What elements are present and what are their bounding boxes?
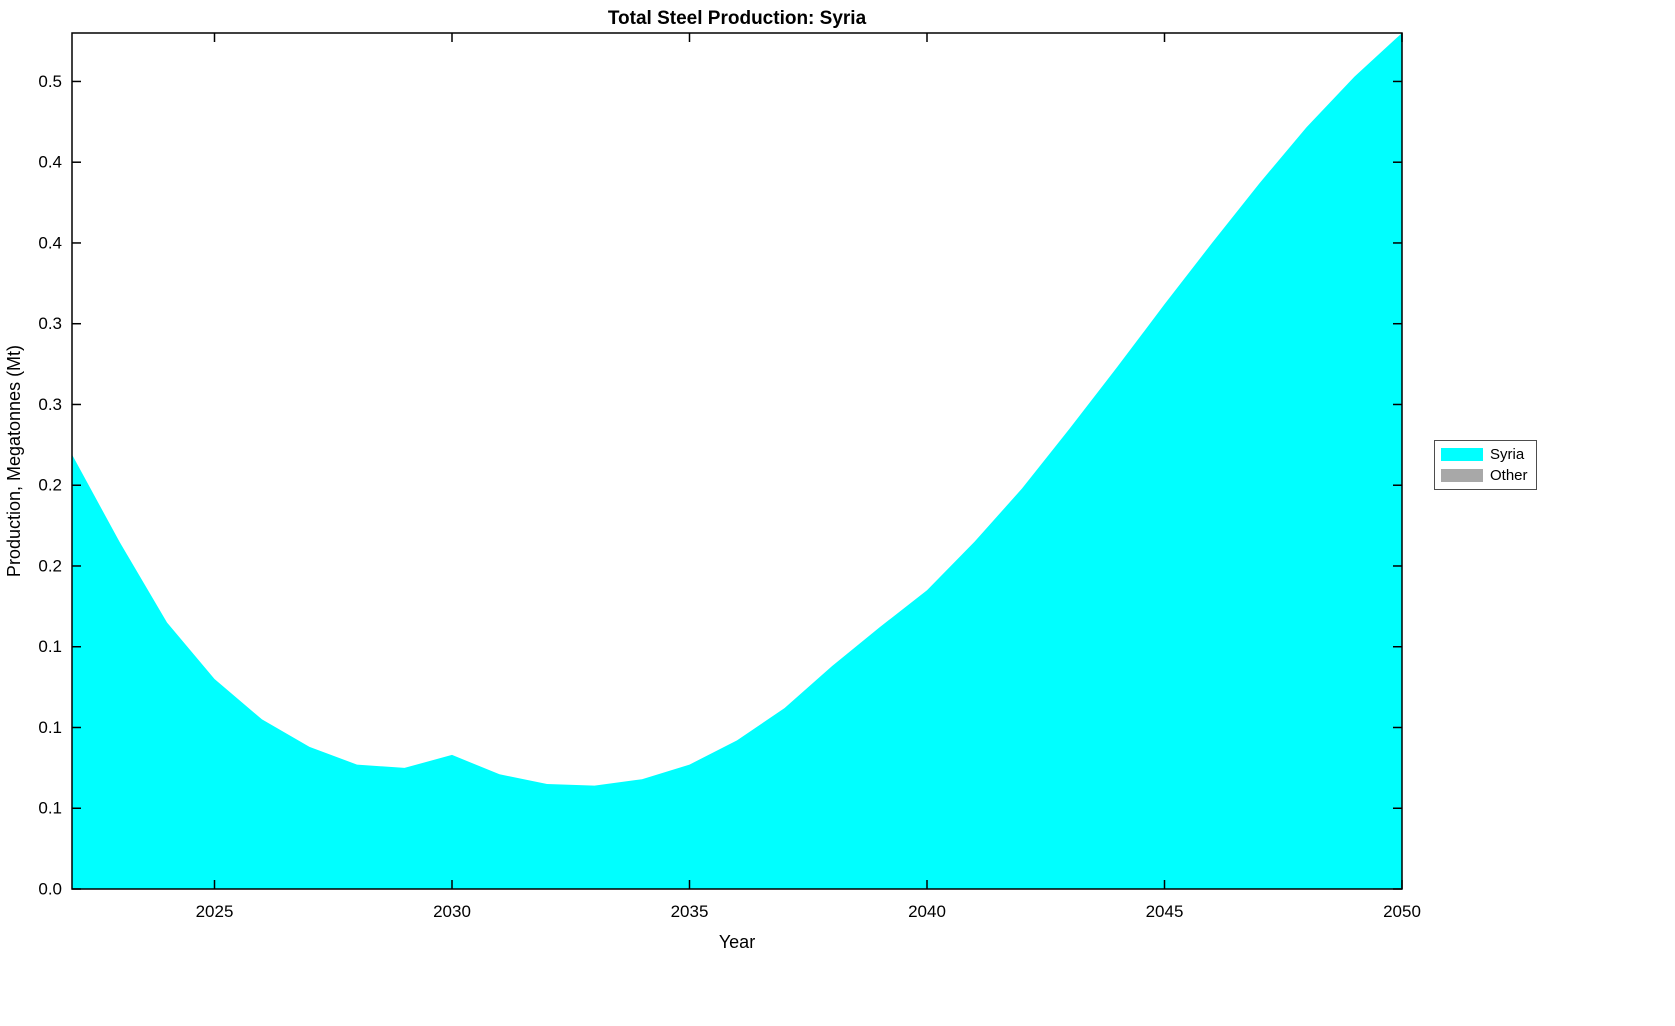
- x-tick-label: 2025: [196, 902, 234, 921]
- x-tick-label: 2030: [433, 902, 471, 921]
- legend-label-other: Other: [1490, 467, 1528, 484]
- y-tick-label: 0.4: [38, 153, 62, 172]
- chart-title: Total Steel Production: Syria: [608, 8, 867, 29]
- x-axis-label: Year: [719, 932, 755, 952]
- x-tick-label: 2035: [671, 902, 709, 921]
- legend: Syria Other: [1434, 440, 1537, 490]
- y-tick-label: 0.0: [38, 880, 62, 899]
- y-axis-label: Production, Megatonnes (Mt): [4, 345, 24, 577]
- x-tick-label: 2050: [1383, 902, 1421, 921]
- legend-entry-syria: Syria: [1441, 446, 1528, 463]
- legend-entry-other: Other: [1441, 467, 1528, 484]
- y-tick-label: 0.1: [38, 799, 62, 818]
- x-tick-label: 2040: [908, 902, 946, 921]
- x-tick-label: 2045: [1146, 902, 1184, 921]
- legend-label-syria: Syria: [1490, 446, 1525, 463]
- y-tick-label: 0.2: [38, 556, 62, 575]
- legend-swatch-syria: [1441, 448, 1483, 461]
- y-tick-label: 0.3: [38, 314, 62, 333]
- legend-swatch-other: [1441, 469, 1483, 482]
- y-tick-label: 0.1: [38, 637, 62, 656]
- y-tick-label: 0.5: [38, 72, 62, 91]
- y-tick-label: 0.1: [38, 718, 62, 737]
- y-tick-label: 0.2: [38, 476, 62, 495]
- plot-area: 2025 2030 2035 2040 2045 2050 0.0 0.1 0.1 0.1 0.2 0…: [38, 32, 1421, 921]
- y-tick-label: 0.4: [38, 233, 62, 252]
- y-tick-label: 0.3: [38, 395, 62, 414]
